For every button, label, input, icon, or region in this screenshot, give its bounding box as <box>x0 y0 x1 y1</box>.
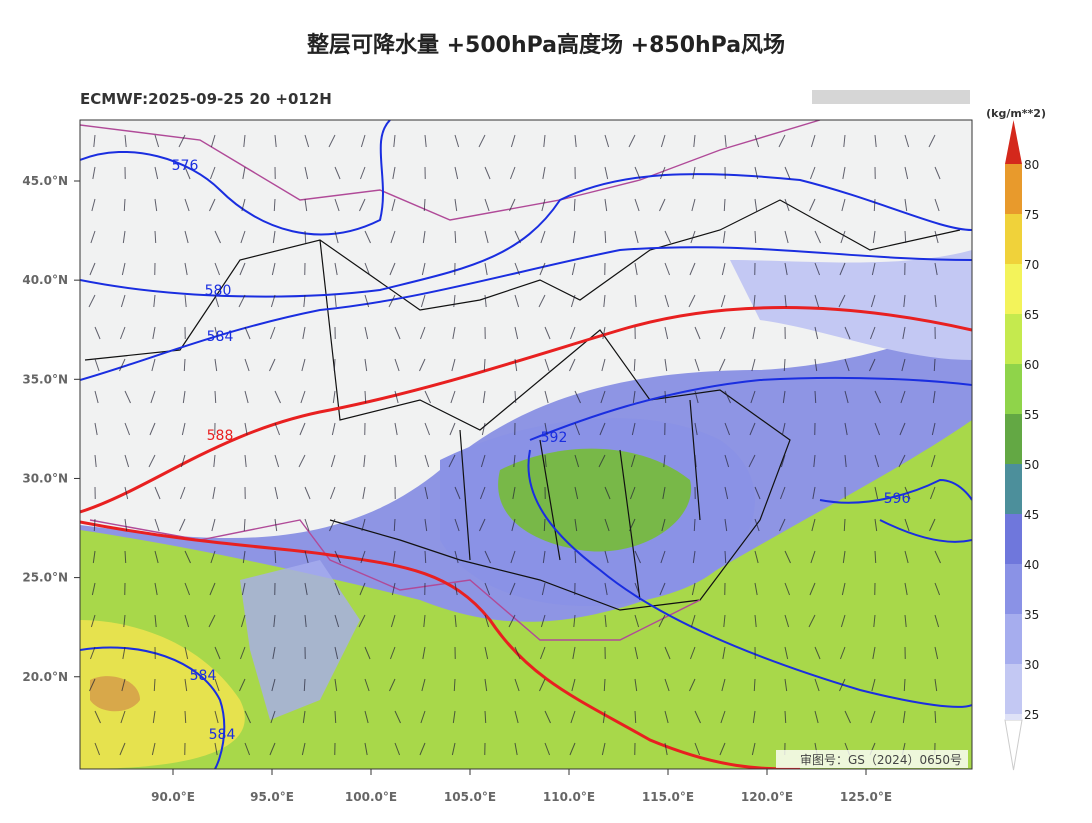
colorbar-top <box>1005 120 1022 164</box>
lon-tick-label: 100.0°E <box>345 790 397 804</box>
contour-label: 596 <box>884 491 911 507</box>
contour-label: 584 <box>209 727 236 743</box>
lon-tick-label: 120.0°E <box>741 790 793 804</box>
colorbar-label: 80 <box>1024 158 1039 172</box>
lon-tick-label: 105.0°E <box>444 790 496 804</box>
lat-tick-label: 35.0°N <box>22 372 68 386</box>
colorbar-swatch <box>1005 614 1022 664</box>
lat-tick-label: 40.0°N <box>22 273 68 287</box>
colorbar-label: 35 <box>1024 608 1039 622</box>
colorbar-label: 65 <box>1024 308 1039 322</box>
lon-tick-label: 95.0°E <box>250 790 294 804</box>
contour-label: 584 <box>207 329 234 345</box>
lon-tick-label: 125.0°E <box>840 790 892 804</box>
contour-label: 584 <box>190 668 217 684</box>
colorbar-swatch <box>1005 414 1022 464</box>
contour-label: 576 <box>172 158 199 174</box>
colorbar-swatch <box>1005 564 1022 614</box>
attribution: 审图号：GS（2024）0650号 <box>800 752 962 767</box>
lon-tick-label: 90.0°E <box>151 790 195 804</box>
colorbar-bottom <box>1005 720 1022 770</box>
colorbar-swatch <box>1005 264 1022 314</box>
colorbar-label: 25 <box>1024 708 1039 722</box>
lat-tick-label: 20.0°N <box>22 670 68 684</box>
lon-tick-label: 110.0°E <box>543 790 595 804</box>
lat-tick-label: 30.0°N <box>22 471 68 485</box>
contour-label: 592 <box>541 430 568 446</box>
title: 整层可降水量 +500hPa高度场 +850hPa风场 <box>307 32 785 58</box>
colorbar-label: 55 <box>1024 408 1039 422</box>
blurred-logo <box>812 90 970 104</box>
colorbar-swatch <box>1005 164 1022 214</box>
colorbar-label: 70 <box>1024 258 1039 272</box>
contour-label: 588 <box>207 428 234 444</box>
colorbar-swatch <box>1005 314 1022 364</box>
contour-label: 580 <box>205 283 232 299</box>
lat-tick-label: 45.0°N <box>22 174 68 188</box>
colorbar-label: 40 <box>1024 558 1039 572</box>
colorbar-swatch <box>1005 214 1022 264</box>
colorbar-label: 60 <box>1024 358 1039 372</box>
lon-tick-label: 115.0°E <box>642 790 694 804</box>
colorbar-swatch <box>1005 714 1022 720</box>
colorbar-swatch <box>1005 364 1022 414</box>
colorbar-label: 50 <box>1024 458 1039 472</box>
subtitle: ECMWF:2025-09-25 20 +012H <box>80 90 332 108</box>
colorbar-swatch <box>1005 664 1022 714</box>
colorbar-unit: (kg/m**2) <box>986 107 1046 120</box>
colorbar: 25 30 35 40 45 50 55 60 65 70 75 80 <box>1005 120 1039 770</box>
colorbar-label: 30 <box>1024 658 1039 672</box>
colorbar-label: 75 <box>1024 208 1039 222</box>
colorbar-label: 45 <box>1024 508 1039 522</box>
colorbar-swatch <box>1005 464 1022 514</box>
colorbar-swatch <box>1005 514 1022 564</box>
lat-tick-label: 25.0°N <box>22 571 68 585</box>
